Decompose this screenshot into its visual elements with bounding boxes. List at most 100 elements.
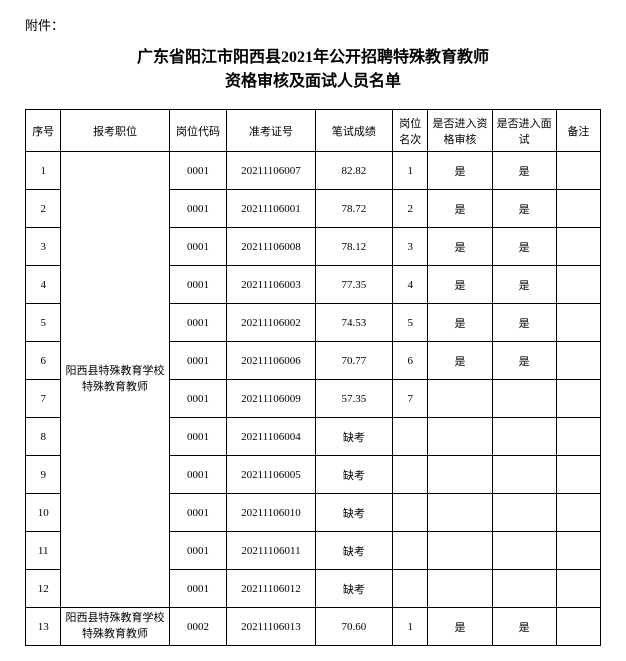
attachment-label: 附件： <box>25 15 601 34</box>
cell-qual <box>428 570 492 608</box>
cell-job-code: 0001 <box>169 228 227 266</box>
cell-score: 78.72 <box>315 190 392 228</box>
cell-exam-no: 20211106011 <box>227 532 315 570</box>
header-seq: 序号 <box>26 110 61 152</box>
cell-note <box>556 228 600 266</box>
header-qual-check: 是否进入资格审核 <box>428 110 492 152</box>
cell-note <box>556 152 600 190</box>
cell-exam-no: 20211106009 <box>227 380 315 418</box>
table-row: 13阳西县特殊教育学校特殊教育教师00022021110601370.601是是 <box>26 608 601 646</box>
cell-note <box>556 266 600 304</box>
cell-rank <box>393 570 428 608</box>
cell-qual: 是 <box>428 608 492 646</box>
header-exam-no: 准考证号 <box>227 110 315 152</box>
cell-seq: 13 <box>26 608 61 646</box>
cell-interview: 是 <box>492 608 556 646</box>
cell-exam-no: 20211106012 <box>227 570 315 608</box>
cell-note <box>556 380 600 418</box>
cell-rank: 1 <box>393 152 428 190</box>
cell-job-code: 0001 <box>169 190 227 228</box>
header-interview: 是否进入面试 <box>492 110 556 152</box>
cell-note <box>556 532 600 570</box>
title-line-2: 资格审核及面试人员名单 <box>25 70 601 94</box>
cell-qual: 是 <box>428 266 492 304</box>
cell-qual: 是 <box>428 304 492 342</box>
cell-interview <box>492 532 556 570</box>
cell-interview <box>492 456 556 494</box>
table-row: 1阳西县特殊教育学校特殊教育教师00012021110600782.821是是 <box>26 152 601 190</box>
cell-qual: 是 <box>428 152 492 190</box>
cell-exam-no: 20211106006 <box>227 342 315 380</box>
cell-score: 77.35 <box>315 266 392 304</box>
cell-qual: 是 <box>428 342 492 380</box>
cell-exam-no: 20211106002 <box>227 304 315 342</box>
cell-qual <box>428 380 492 418</box>
cell-rank: 4 <box>393 266 428 304</box>
cell-rank: 5 <box>393 304 428 342</box>
cell-rank <box>393 532 428 570</box>
cell-rank: 6 <box>393 342 428 380</box>
cell-job-code: 0001 <box>169 342 227 380</box>
header-rank: 岗位名次 <box>393 110 428 152</box>
cell-job-code: 0002 <box>169 608 227 646</box>
cell-seq: 3 <box>26 228 61 266</box>
cell-rank: 2 <box>393 190 428 228</box>
header-score: 笔试成绩 <box>315 110 392 152</box>
cell-interview <box>492 570 556 608</box>
cell-qual <box>428 494 492 532</box>
cell-seq: 12 <box>26 570 61 608</box>
page-title: 广东省阳江市阳西县2021年公开招聘特殊教育教师 资格审核及面试人员名单 <box>25 46 601 94</box>
cell-interview: 是 <box>492 304 556 342</box>
cell-score: 82.82 <box>315 152 392 190</box>
cell-note <box>556 494 600 532</box>
cell-exam-no: 20211106013 <box>227 608 315 646</box>
cell-qual <box>428 456 492 494</box>
cell-interview <box>492 418 556 456</box>
cell-exam-no: 20211106003 <box>227 266 315 304</box>
cell-seq: 2 <box>26 190 61 228</box>
cell-score: 缺考 <box>315 570 392 608</box>
header-position: 报考职位 <box>61 110 169 152</box>
cell-score: 74.53 <box>315 304 392 342</box>
cell-score: 78.12 <box>315 228 392 266</box>
title-line-1: 广东省阳江市阳西县2021年公开招聘特殊教育教师 <box>25 46 601 70</box>
cell-note <box>556 342 600 380</box>
cell-job-code: 0001 <box>169 494 227 532</box>
cell-seq: 4 <box>26 266 61 304</box>
cell-score: 缺考 <box>315 456 392 494</box>
cell-interview <box>492 380 556 418</box>
header-note: 备注 <box>556 110 600 152</box>
cell-seq: 1 <box>26 152 61 190</box>
cell-note <box>556 190 600 228</box>
cell-note <box>556 418 600 456</box>
cell-job-code: 0001 <box>169 532 227 570</box>
cell-note <box>556 456 600 494</box>
cell-note <box>556 570 600 608</box>
cell-interview: 是 <box>492 266 556 304</box>
cell-interview: 是 <box>492 190 556 228</box>
cell-seq: 5 <box>26 304 61 342</box>
cell-score: 70.60 <box>315 608 392 646</box>
cell-rank: 1 <box>393 608 428 646</box>
cell-qual: 是 <box>428 190 492 228</box>
cell-note <box>556 608 600 646</box>
cell-rank: 3 <box>393 228 428 266</box>
cell-seq: 6 <box>26 342 61 380</box>
cell-seq: 9 <box>26 456 61 494</box>
cell-job-code: 0001 <box>169 152 227 190</box>
cell-rank <box>393 456 428 494</box>
cell-interview: 是 <box>492 342 556 380</box>
cell-seq: 7 <box>26 380 61 418</box>
cell-seq: 11 <box>26 532 61 570</box>
cell-qual <box>428 532 492 570</box>
cell-interview: 是 <box>492 152 556 190</box>
cell-exam-no: 20211106001 <box>227 190 315 228</box>
cell-exam-no: 20211106008 <box>227 228 315 266</box>
cell-position: 阳西县特殊教育学校特殊教育教师 <box>61 152 169 608</box>
main-table: 序号 报考职位 岗位代码 准考证号 笔试成绩 岗位名次 是否进入资格审核 是否进… <box>25 109 601 646</box>
cell-exam-no: 20211106005 <box>227 456 315 494</box>
cell-job-code: 0001 <box>169 418 227 456</box>
table-header-row: 序号 报考职位 岗位代码 准考证号 笔试成绩 岗位名次 是否进入资格审核 是否进… <box>26 110 601 152</box>
cell-position: 阳西县特殊教育学校特殊教育教师 <box>61 608 169 646</box>
cell-note <box>556 304 600 342</box>
